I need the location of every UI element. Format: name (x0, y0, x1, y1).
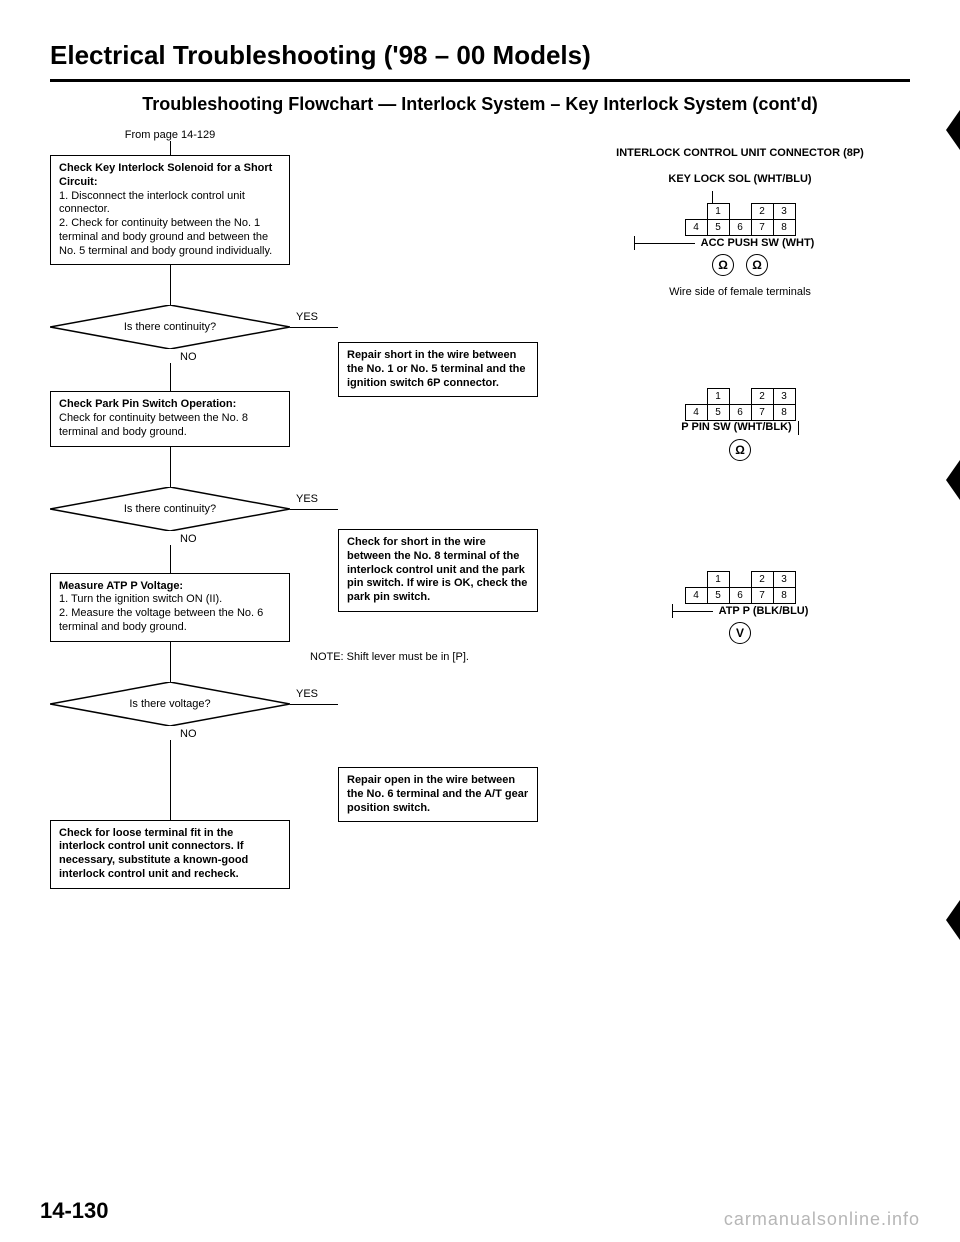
box-check-solenoid: Check Key Interlock Solenoid for a Short… (50, 155, 290, 265)
wire-side-note: Wire side of female terminals (560, 286, 920, 298)
decision-continuity-2: Is there continuity? YES (50, 487, 290, 531)
yes-label: YES (296, 688, 318, 700)
terminal-icon: V (729, 622, 751, 644)
decision-continuity-1: Is there continuity? YES (50, 305, 290, 349)
decision-voltage: Is there voltage? YES (50, 682, 290, 726)
page-number: 14-130 (40, 1198, 109, 1224)
page-title: Electrical Troubleshooting ('98 – 00 Mod… (50, 40, 910, 71)
binder-tab (946, 460, 960, 500)
yes-label: YES (296, 311, 318, 323)
key-lock-label: KEY LOCK SOL (WHT/BLU) (560, 173, 920, 185)
box-check-loose: Check for loose terminal fit in the inte… (50, 820, 290, 889)
no-label: NO (180, 728, 470, 740)
flowchart: From page 14-129 Check Key Interlock Sol… (50, 129, 470, 889)
binder-tab (946, 900, 960, 940)
side-check-short: Check for short in the wire between the … (338, 529, 538, 612)
connector-diagrams: INTERLOCK CONTROL UNIT CONNECTOR (8P) KE… (560, 129, 920, 644)
connector-2: 1 2 3 4 5 6 7 8 P PIN SW (WHT/BLK) (560, 388, 920, 461)
box-measure-atp: Measure ATP P Voltage: 1. Turn the ignit… (50, 573, 290, 642)
box-park-pin: Check Park Pin Switch Operation: Check f… (50, 391, 290, 446)
atp-label: ATP P (BLK/BLU) (719, 605, 809, 617)
terminal-icon: Ω (729, 439, 751, 461)
connector-1: 1 2 3 4 5 6 7 8 ACC (560, 191, 920, 276)
side-repair-open: Repair open in the wire between the No. … (338, 767, 538, 822)
rule (50, 79, 910, 82)
binder-tab (946, 110, 960, 150)
p-pin-label: P PIN SW (WHT/BLK) (681, 421, 791, 433)
subtitle: Troubleshooting Flowchart — Interlock Sy… (50, 94, 910, 115)
connector-title: INTERLOCK CONTROL UNIT CONNECTOR (8P) (560, 147, 920, 159)
shift-note: NOTE: Shift lever must be in [P]. (310, 651, 469, 663)
terminal-icon: Ω (712, 254, 734, 276)
watermark: carmanualsonline.info (724, 1209, 920, 1230)
connector-3: 1 2 3 4 5 6 7 8 ATP (560, 571, 920, 644)
yes-label: YES (296, 493, 318, 505)
from-page: From page 14-129 (50, 129, 290, 141)
acc-label: ACC PUSH SW (WHT) (701, 237, 815, 249)
terminal-icon: Ω (746, 254, 768, 276)
side-repair-short-1: Repair short in the wire between the No.… (338, 342, 538, 397)
